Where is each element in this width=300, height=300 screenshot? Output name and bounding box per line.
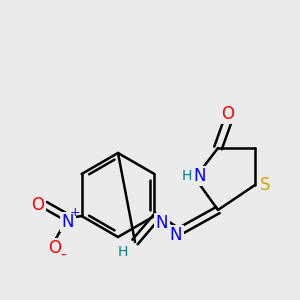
Text: H: H <box>182 169 192 183</box>
Text: H: H <box>118 245 128 259</box>
Text: N: N <box>194 167 206 185</box>
Text: O: O <box>49 239 62 257</box>
Text: -: - <box>60 247 66 262</box>
Text: N: N <box>170 226 182 244</box>
Text: S: S <box>260 176 270 194</box>
Text: +: + <box>70 206 80 220</box>
Text: O: O <box>221 105 235 123</box>
Text: N: N <box>62 213 74 231</box>
Text: N: N <box>156 214 168 232</box>
Text: O: O <box>32 196 44 214</box>
